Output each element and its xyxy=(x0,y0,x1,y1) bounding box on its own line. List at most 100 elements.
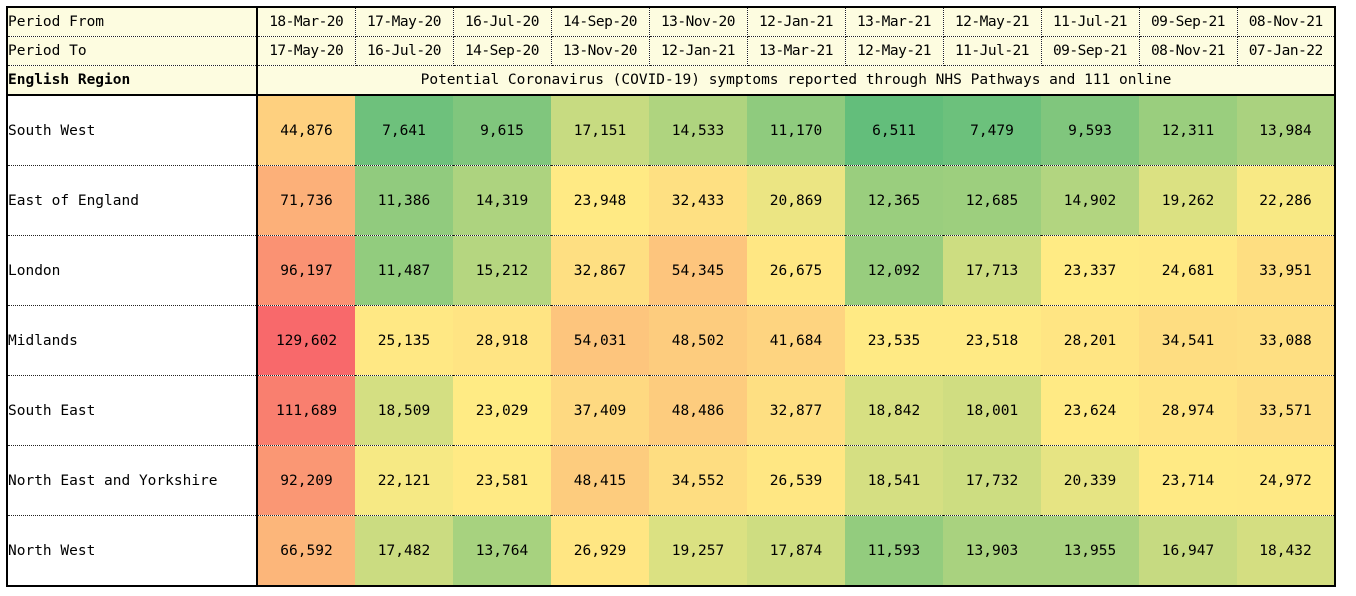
period-from-date: 17-May-20 xyxy=(355,7,454,37)
value-cell: 20,869 xyxy=(747,165,845,236)
value-cell: 23,518 xyxy=(943,305,1041,376)
region-name: South East xyxy=(7,375,258,446)
value-cell: 54,031 xyxy=(551,305,649,376)
value-cell: 20,339 xyxy=(1041,445,1139,516)
value-cell: 17,482 xyxy=(355,515,453,586)
value-cell: 11,170 xyxy=(747,95,845,166)
value-cell: 26,539 xyxy=(747,445,845,516)
period-from-date: 14-Sep-20 xyxy=(551,7,650,37)
period-to-date: 11-Jul-21 xyxy=(943,36,1042,66)
period-to-date: 13-Nov-20 xyxy=(551,36,650,66)
value-cell: 23,948 xyxy=(551,165,649,236)
table-row: Midlands 129,602 25,135 28,918 54,031 48,502 4… xyxy=(7,305,1335,376)
value-cell: 7,641 xyxy=(355,95,453,166)
value-cell: 34,541 xyxy=(1139,305,1237,376)
value-cell: 17,713 xyxy=(943,235,1041,306)
value-cell: 23,624 xyxy=(1041,375,1139,446)
table-row: London 96,197 11,487 15,212 32,867 54,345 26,6… xyxy=(7,235,1335,306)
value-cell: 26,675 xyxy=(747,235,845,306)
period-from-date: 12-Jan-21 xyxy=(747,7,846,37)
value-cell: 23,714 xyxy=(1139,445,1237,516)
value-cell: 18,541 xyxy=(845,445,943,516)
value-cell: 48,486 xyxy=(649,375,747,446)
value-cell: 11,386 xyxy=(355,165,453,236)
value-cell: 18,432 xyxy=(1237,515,1335,586)
value-cell: 34,552 xyxy=(649,445,747,516)
value-cell: 37,409 xyxy=(551,375,649,446)
title-row: English Region Potential Coronavirus (CO… xyxy=(7,65,1335,96)
value-cell: 22,286 xyxy=(1237,165,1335,236)
value-cell: 18,509 xyxy=(355,375,453,446)
value-cell: 71,736 xyxy=(257,165,355,236)
value-cell: 14,533 xyxy=(649,95,747,166)
period-to-date: 09-Sep-21 xyxy=(1041,36,1140,66)
region-name: South West xyxy=(7,95,258,166)
value-cell: 12,092 xyxy=(845,235,943,306)
value-cell: 33,088 xyxy=(1237,305,1335,376)
value-cell: 15,212 xyxy=(453,235,551,306)
period-to-date: 08-Nov-21 xyxy=(1139,36,1238,66)
period-from-date: 18-Mar-20 xyxy=(257,7,356,37)
value-cell: 6,511 xyxy=(845,95,943,166)
period-to-date: 16-Jul-20 xyxy=(355,36,454,66)
value-cell: 13,984 xyxy=(1237,95,1335,166)
value-cell: 11,593 xyxy=(845,515,943,586)
table-row: South East 111,689 18,509 23,029 37,409 48,48… xyxy=(7,375,1335,446)
value-cell: 13,903 xyxy=(943,515,1041,586)
region-name: London xyxy=(7,235,258,306)
value-cell: 48,415 xyxy=(551,445,649,516)
covid-symptoms-table: Period From 18-Mar-20 17-May-20 16-Jul-20 1… xyxy=(6,6,1336,587)
value-cell: 32,867 xyxy=(551,235,649,306)
period-to-row: Period To 17-May-20 16-Jul-20 14-Sep-20 13-… xyxy=(7,36,1335,66)
value-cell: 28,974 xyxy=(1139,375,1237,446)
value-cell: 41,684 xyxy=(747,305,845,376)
value-cell: 17,874 xyxy=(747,515,845,586)
value-cell: 54,345 xyxy=(649,235,747,306)
value-cell: 28,201 xyxy=(1041,305,1139,376)
period-to-date: 13-Mar-21 xyxy=(747,36,846,66)
period-from-date: 11-Jul-21 xyxy=(1041,7,1140,37)
value-cell: 22,121 xyxy=(355,445,453,516)
table-row: East of England 71,736 11,386 14,319 23,948 3… xyxy=(7,165,1335,236)
period-from-date: 16-Jul-20 xyxy=(453,7,552,37)
value-cell: 18,001 xyxy=(943,375,1041,446)
value-cell: 111,689 xyxy=(257,375,355,446)
period-to-date: 12-Jan-21 xyxy=(649,36,748,66)
value-cell: 33,951 xyxy=(1237,235,1335,306)
table-row: North West 66,592 17,482 13,764 26,929 19,257… xyxy=(7,515,1335,586)
value-cell: 23,581 xyxy=(453,445,551,516)
value-cell: 9,615 xyxy=(453,95,551,166)
value-cell: 66,592 xyxy=(257,515,355,586)
region-name: North East and Yorkshire xyxy=(7,445,258,516)
value-cell: 23,337 xyxy=(1041,235,1139,306)
table-title: Potential Coronavirus (COVID-19) symptom… xyxy=(257,65,1335,96)
value-cell: 48,502 xyxy=(649,305,747,376)
period-from-row: Period From 18-Mar-20 17-May-20 16-Jul-20 1… xyxy=(7,7,1335,37)
region-name: East of England xyxy=(7,165,258,236)
value-cell: 11,487 xyxy=(355,235,453,306)
table-row: South West 44,876 7,641 9,615 17,151 14,533 11… xyxy=(7,95,1335,166)
value-cell: 32,433 xyxy=(649,165,747,236)
region-name: North West xyxy=(7,515,258,586)
period-from-date: 13-Mar-21 xyxy=(845,7,944,37)
value-cell: 14,902 xyxy=(1041,165,1139,236)
value-cell: 32,877 xyxy=(747,375,845,446)
period-from-label: Period From xyxy=(7,7,258,37)
value-cell: 13,955 xyxy=(1041,515,1139,586)
value-cell: 96,197 xyxy=(257,235,355,306)
value-cell: 19,262 xyxy=(1139,165,1237,236)
period-from-date: 09-Sep-21 xyxy=(1139,7,1238,37)
table-row: North East and Yorkshire 92,209 22,121 23,5… xyxy=(7,445,1335,516)
period-from-date: 08-Nov-21 xyxy=(1237,7,1335,37)
period-from-date: 13-Nov-20 xyxy=(649,7,748,37)
value-cell: 13,764 xyxy=(453,515,551,586)
value-cell: 25,135 xyxy=(355,305,453,376)
period-to-label: Period To xyxy=(7,36,258,66)
period-to-date: 17-May-20 xyxy=(257,36,356,66)
region-header: English Region xyxy=(7,65,258,96)
value-cell: 19,257 xyxy=(649,515,747,586)
period-to-date: 14-Sep-20 xyxy=(453,36,552,66)
value-cell: 16,947 xyxy=(1139,515,1237,586)
value-cell: 92,209 xyxy=(257,445,355,516)
value-cell: 24,681 xyxy=(1139,235,1237,306)
